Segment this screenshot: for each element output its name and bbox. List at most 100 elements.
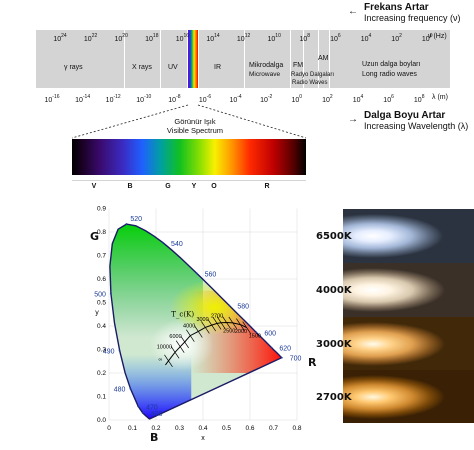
isotherm-line [180, 335, 189, 349]
wavelength-label: 700 [290, 356, 302, 363]
freq-tick-label: 1020 [114, 33, 128, 43]
wave-tick-label: 10-12 [105, 94, 121, 104]
x-tick-label: 0.5 [222, 425, 231, 432]
locus-marker [280, 356, 283, 359]
cct-label: 4000 [183, 323, 195, 329]
divider [329, 30, 330, 88]
wavelength-label: 580 [237, 304, 249, 311]
wave-tick-label: 100 [291, 94, 303, 104]
isotherm-line [242, 321, 252, 334]
region-xray: X rays [132, 64, 152, 71]
locus-marker [228, 304, 231, 307]
divider [187, 30, 188, 88]
wave-tick-label: 106 [383, 94, 394, 104]
freq-arrow-icon: ← [348, 6, 358, 17]
isotherm-line [222, 316, 231, 329]
y-tick-label: 0.1 [97, 394, 106, 401]
freq-tick-label: 1010 [267, 33, 281, 43]
freq-tick-label: 100 [421, 33, 433, 43]
divider [198, 30, 199, 88]
freq-tick-label: 1016 [175, 33, 190, 43]
cct-label: 1500 [249, 334, 261, 340]
x-tick-label: 0.3 [175, 425, 184, 432]
wave-tick-label: 10-16 [44, 94, 60, 104]
freq-subtitle: Increasing frequency (ν) [364, 13, 461, 23]
isotherm-line [194, 325, 203, 338]
locus-marker [141, 412, 144, 414]
x-tick-label: 0 [107, 425, 111, 432]
visible-color-label: Y [191, 183, 197, 190]
x-axis-label: x [201, 435, 205, 442]
freq-tick-label: 1024 [53, 33, 67, 43]
y-tick-label: 0.5 [97, 300, 106, 307]
x-tick-label: 0.2 [151, 425, 160, 432]
wavelength-label: 520 [130, 216, 142, 223]
wavelength-label: 620 [279, 346, 291, 353]
wavelength-label: 470 [146, 404, 158, 411]
y-tick-label: 0.8 [97, 229, 106, 236]
visible-title-en: Visible Spectrum [166, 126, 224, 135]
lamp-3000k [343, 317, 474, 370]
corner-r-label: R [308, 356, 317, 369]
x-tick-label: 0.7 [269, 425, 278, 432]
divider [303, 30, 304, 88]
wave-tick-label: 10-4 [229, 94, 242, 104]
divider [290, 30, 291, 88]
freq-tick-label: 104 [360, 33, 372, 43]
region-micro-tr: Mikrodalga [249, 62, 284, 69]
wave-tick-label: 10-10 [136, 94, 152, 104]
y-axis-label: y [95, 309, 99, 316]
locus-marker [109, 292, 112, 295]
isotherm-line [164, 354, 173, 367]
locus-marker [118, 349, 121, 352]
cct-label: 2000 [235, 329, 247, 335]
gamut-fill [109, 224, 282, 419]
visible-color-label: R [264, 183, 270, 190]
temp-label-3000k: 3000K [316, 339, 352, 350]
cct-label: 10000 [157, 344, 172, 350]
lamp-4000k [343, 263, 474, 317]
wavelength-label: 480 [114, 387, 126, 394]
visible-spectrum-bar [72, 139, 306, 175]
region-ir: IR [214, 64, 221, 71]
temp-label-4000k: 4000K [316, 285, 352, 296]
isotherm-line [236, 318, 245, 331]
freq-title: Frekans Artar [364, 2, 429, 13]
region-micro-en: Microwave [249, 71, 281, 78]
y-tick-label: 0.2 [97, 370, 106, 377]
isotherm-line [216, 316, 226, 329]
corner-g-label: G [90, 230, 100, 243]
wavelength-label: 600 [264, 330, 276, 337]
visible-color-label: B [127, 183, 133, 190]
wave-tick-label: 10-14 [75, 94, 91, 104]
cct-label: 3000 [196, 317, 208, 323]
y-tick-label: 0.6 [97, 276, 106, 283]
freq-tick-label: 1022 [83, 33, 98, 43]
freq-unit-label: ν (Hz) [428, 33, 447, 40]
y-tick-label: 0.0 [97, 417, 106, 424]
isotherm-line [175, 340, 185, 353]
wavelength-label: 460 [151, 411, 163, 418]
region-am: AM [318, 55, 329, 62]
isotherm-line [228, 316, 238, 330]
x-tick-label: 0.4 [198, 425, 207, 432]
isotherm-line [170, 346, 180, 359]
freq-tick-label: 106 [330, 33, 341, 43]
region-fm: FM [293, 62, 304, 69]
visible-ruler [72, 180, 306, 181]
wavelength-label: 540 [171, 241, 183, 248]
temp-label-2700k: 2700K [316, 392, 352, 403]
isotherm-line [201, 321, 210, 334]
y-tick-label: 0.3 [97, 347, 106, 354]
region-gamma: γ rays [64, 64, 83, 71]
divider [124, 30, 125, 88]
visible-band-rainbow [188, 30, 198, 88]
divider [318, 30, 319, 88]
y-tick-label: 0.9 [97, 206, 106, 213]
locus-marker [129, 387, 132, 390]
locus-marker [195, 272, 198, 275]
